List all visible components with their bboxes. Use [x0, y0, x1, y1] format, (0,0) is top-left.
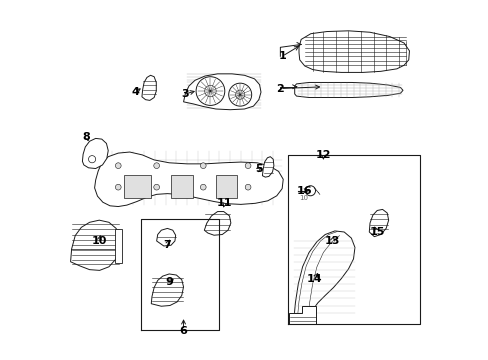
Polygon shape — [156, 228, 175, 246]
Circle shape — [153, 163, 159, 168]
Text: 14: 14 — [306, 274, 322, 284]
Circle shape — [115, 163, 121, 168]
Polygon shape — [298, 31, 408, 72]
Polygon shape — [262, 157, 273, 177]
Circle shape — [244, 184, 250, 190]
Polygon shape — [94, 152, 283, 207]
Polygon shape — [289, 306, 316, 324]
Bar — [215, 175, 237, 198]
Polygon shape — [368, 210, 388, 237]
Text: 9: 9 — [165, 277, 173, 287]
Circle shape — [200, 163, 206, 168]
Polygon shape — [151, 274, 183, 306]
Circle shape — [153, 184, 159, 190]
Text: 10: 10 — [299, 195, 307, 201]
Text: 12: 12 — [315, 150, 330, 160]
Text: 8: 8 — [82, 132, 90, 142]
Polygon shape — [204, 212, 230, 235]
Text: 6: 6 — [179, 325, 187, 336]
Bar — [124, 175, 151, 198]
Text: 3: 3 — [181, 89, 189, 99]
Text: 16: 16 — [296, 186, 312, 196]
Circle shape — [115, 184, 121, 190]
Bar — [115, 229, 122, 263]
Bar — [171, 175, 192, 198]
Text: 7: 7 — [163, 239, 171, 249]
Text: 2: 2 — [276, 84, 284, 94]
Text: 10: 10 — [91, 236, 107, 246]
Text: 15: 15 — [369, 227, 384, 237]
Polygon shape — [70, 220, 120, 270]
Polygon shape — [294, 82, 402, 98]
Polygon shape — [293, 231, 354, 320]
Polygon shape — [183, 74, 261, 110]
Text: 1: 1 — [278, 51, 285, 61]
Circle shape — [200, 184, 206, 190]
Polygon shape — [82, 138, 108, 168]
Text: 11: 11 — [217, 198, 232, 208]
Circle shape — [244, 163, 250, 168]
Text: 4: 4 — [131, 87, 139, 97]
Polygon shape — [142, 75, 156, 100]
Text: 13: 13 — [324, 236, 339, 246]
Text: 5: 5 — [255, 164, 262, 174]
